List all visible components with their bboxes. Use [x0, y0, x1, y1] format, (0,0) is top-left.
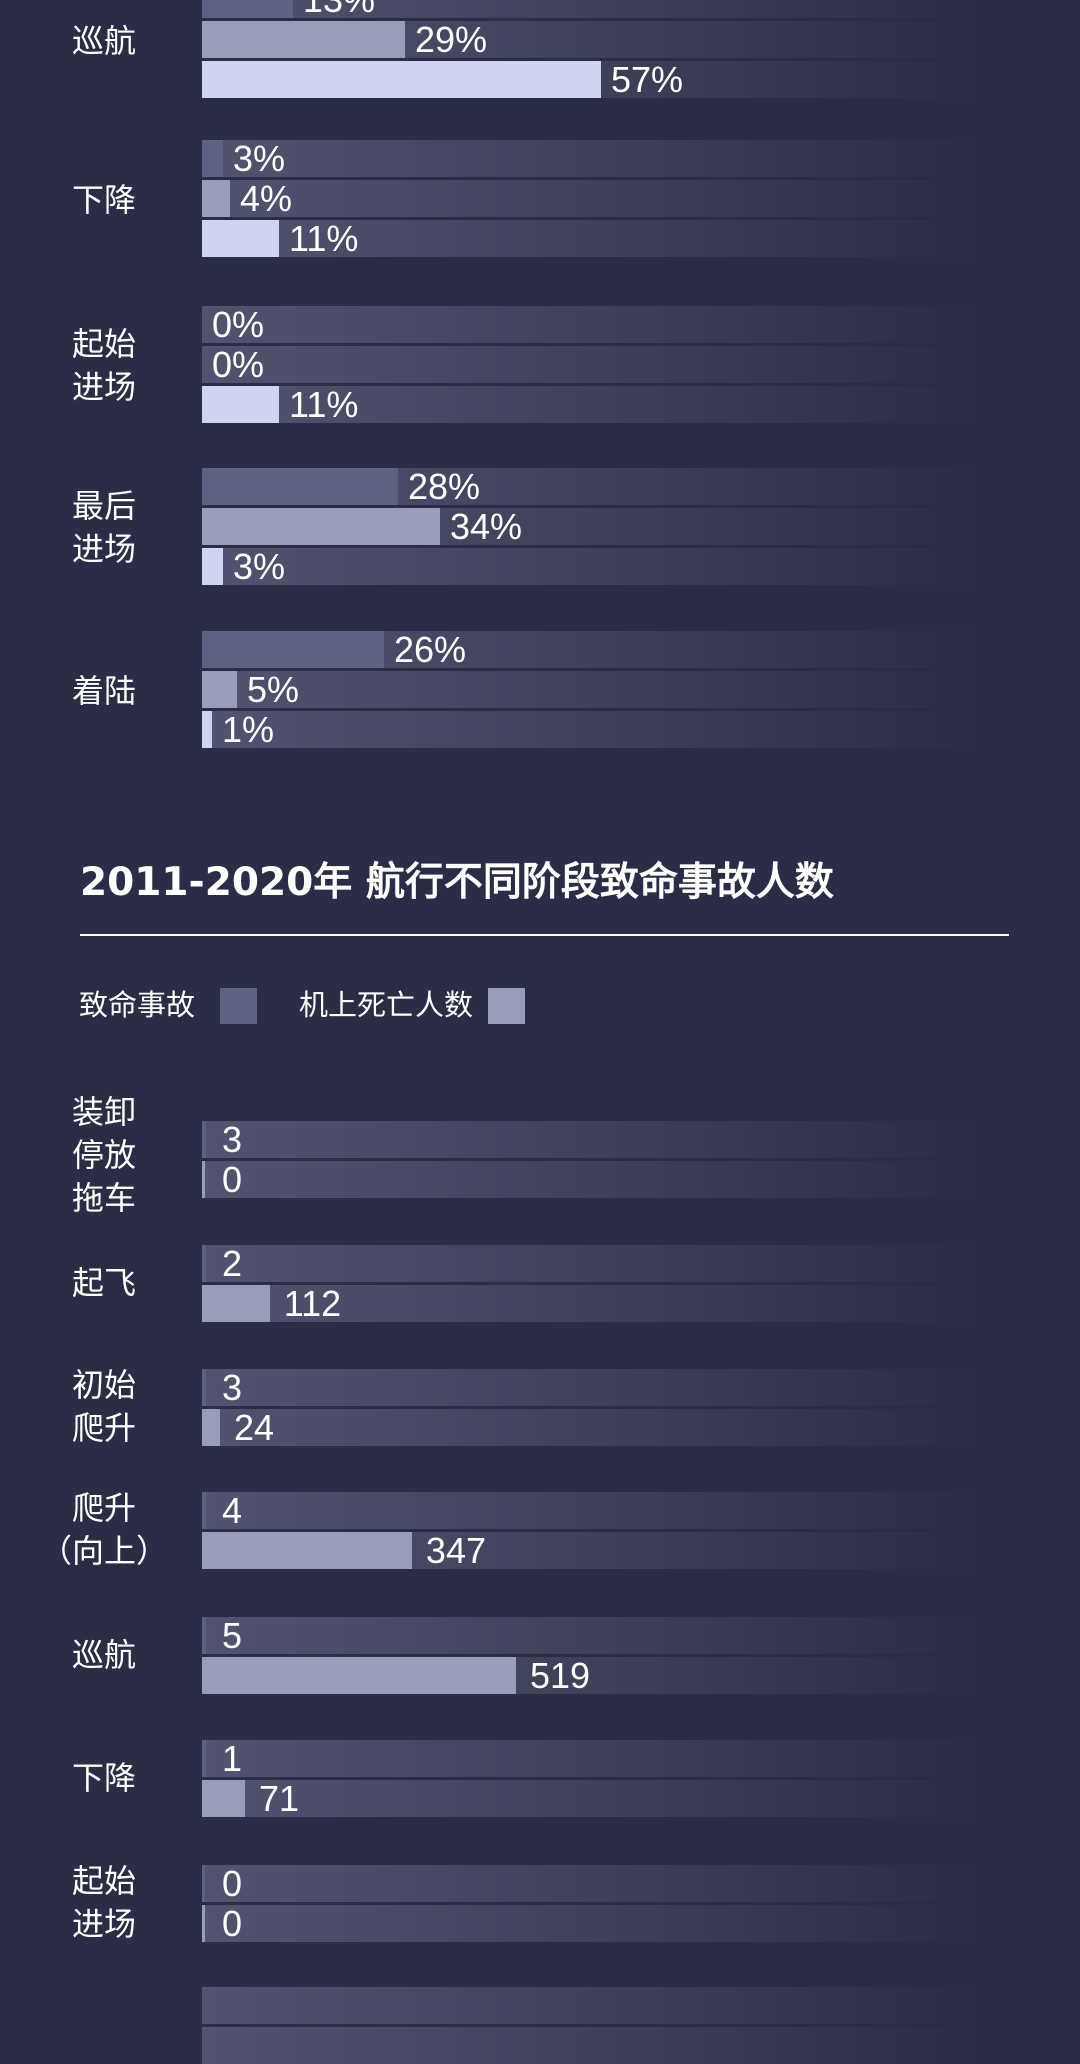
chart1-bar	[202, 386, 279, 423]
chart2-bar	[202, 1865, 205, 1902]
chart1-value-label: 11%	[289, 384, 359, 425]
chart1-bar-track	[202, 346, 982, 383]
chart1-bar	[202, 631, 384, 668]
chart1-value-label: 11%	[289, 218, 359, 259]
title-divider	[80, 934, 1009, 936]
chart2-value-label: 2	[222, 1243, 243, 1284]
chart2-bar	[202, 1121, 206, 1158]
chart1-value-label: 28%	[408, 466, 481, 507]
chart1-bar-track	[202, 548, 982, 585]
chart2-value-label: 0	[222, 1159, 243, 1200]
chart2-bar-track	[202, 1780, 982, 1817]
chart2-bar-track	[202, 1121, 982, 1158]
chart2-category-label: 巡航	[71, 1635, 136, 1674]
legend-swatch-fatal	[220, 988, 257, 1024]
chart2-bar	[202, 1245, 206, 1282]
chart2-value-label: 4	[222, 1490, 243, 1531]
chart1-value-label: 1%	[222, 709, 275, 750]
chart2-bar-track	[202, 2027, 982, 2064]
chart1-value-label: 3%	[233, 546, 286, 587]
chart2-bar-track	[202, 1161, 982, 1198]
chart1-bar	[202, 468, 398, 505]
chart-title: 2011-2020年 航行不同阶段致命事故人数	[80, 860, 834, 905]
chart2-value-label: 71	[258, 1778, 299, 1819]
chart1-bar	[202, 140, 223, 177]
chart1-value-label: 3%	[233, 138, 286, 179]
chart1-value-label: 26%	[394, 629, 467, 670]
chart1-category-label: 下降	[71, 180, 136, 219]
chart2-bar	[202, 1409, 220, 1446]
chart1-value-label: 13%	[303, 0, 375, 20]
legend-swatch-deaths	[488, 988, 525, 1024]
chart2-category-label: 初始 爬升	[71, 1366, 136, 1447]
chart1-category-label: 起始 进场	[71, 325, 136, 406]
chart1-bar	[202, 671, 237, 708]
chart2-bar	[202, 1285, 270, 1322]
chart2-bar	[202, 1369, 206, 1406]
chart1-bar-track	[202, 0, 982, 18]
chart2-bar	[202, 1740, 206, 1777]
chart2-bar-track	[202, 1285, 982, 1322]
chart2-bar-track	[202, 1369, 982, 1406]
chart2-bar-track	[202, 1409, 982, 1446]
chart2-bar	[202, 1617, 206, 1654]
chart1-value-label: 29%	[415, 19, 488, 60]
chart1-bar-track	[202, 180, 982, 217]
chart1-value-label: 4%	[240, 178, 293, 219]
chart2-bar-track	[202, 1987, 982, 2024]
chart2-bar-track	[202, 1492, 982, 1529]
chart2-bar-track	[202, 1245, 982, 1282]
chart2-bar-track	[202, 1905, 982, 1942]
chart1-value-label: 0%	[212, 304, 265, 345]
chart2-bar-track	[202, 1617, 982, 1654]
chart1-bar	[202, 21, 405, 58]
chart1-category-label: 最后 进场	[71, 487, 136, 568]
chart1-category-label: 着陆	[71, 671, 136, 710]
chart2-value-label: 112	[283, 1283, 342, 1324]
chart2-value-label: 24	[234, 1407, 275, 1448]
chart2-value-label: 0	[222, 1903, 243, 1944]
chart1-bar	[202, 508, 440, 545]
chart1-category-label: 巡航	[71, 21, 136, 60]
chart2-value-label: 3	[222, 1367, 243, 1408]
chart1-bar	[202, 61, 601, 98]
infographic-canvas: 2011-2020年 航行不同阶段致命事故人数 致命事故 机上死亡人数 13%2…	[39, 0, 1009, 2064]
chart1-bar-track	[202, 220, 982, 257]
chart2-value-label: 519	[529, 1655, 591, 1696]
chart1-bar	[202, 0, 293, 18]
chart2-value-label: 1	[222, 1738, 243, 1779]
chart2-category-label: 装卸 停放 拖车	[71, 1092, 136, 1217]
chart2-bar	[202, 1780, 245, 1817]
chart2-value-label: 0	[222, 1863, 243, 1904]
chart2-category-label: 起飞	[71, 1263, 136, 1302]
chart2-value-label: 3	[222, 1119, 243, 1160]
chart1-value-label: 0%	[212, 344, 265, 385]
chart1-value-label: 57%	[611, 59, 684, 100]
chart1-value-label: 5%	[247, 669, 300, 710]
chart2-bar	[202, 1905, 205, 1942]
legend-label-fatal: 致命事故	[79, 988, 196, 1022]
chart1-value-label: 34%	[450, 506, 523, 547]
chart2-category-label: 起始 进场	[71, 1862, 136, 1943]
chart2-bar	[202, 1532, 412, 1569]
chart2-category-label: 爬升 （向上）	[39, 1489, 168, 1570]
chart2-bar-track	[202, 1865, 982, 1902]
chart1-bar-track	[202, 386, 982, 423]
legend-label-deaths: 机上死亡人数	[299, 988, 474, 1022]
chart1-bar-track	[202, 306, 982, 343]
chart2-bar	[202, 1492, 206, 1529]
chart1-bar	[202, 180, 230, 217]
chart1-bar-track	[202, 140, 982, 177]
chart2-bar	[202, 1161, 205, 1198]
chart2-value-label: 5	[222, 1615, 243, 1656]
chart1-bar-track	[202, 711, 982, 748]
chart1-bar	[202, 220, 279, 257]
chart1-bar-track	[202, 671, 982, 708]
chart2-bar	[202, 1657, 516, 1694]
chart2-value-label: 347	[425, 1530, 486, 1571]
chart2-bar-track	[202, 1740, 982, 1777]
chart1-bar	[202, 548, 223, 585]
chart1-bar	[202, 711, 212, 748]
chart2-category-label: 下降	[71, 1758, 136, 1797]
